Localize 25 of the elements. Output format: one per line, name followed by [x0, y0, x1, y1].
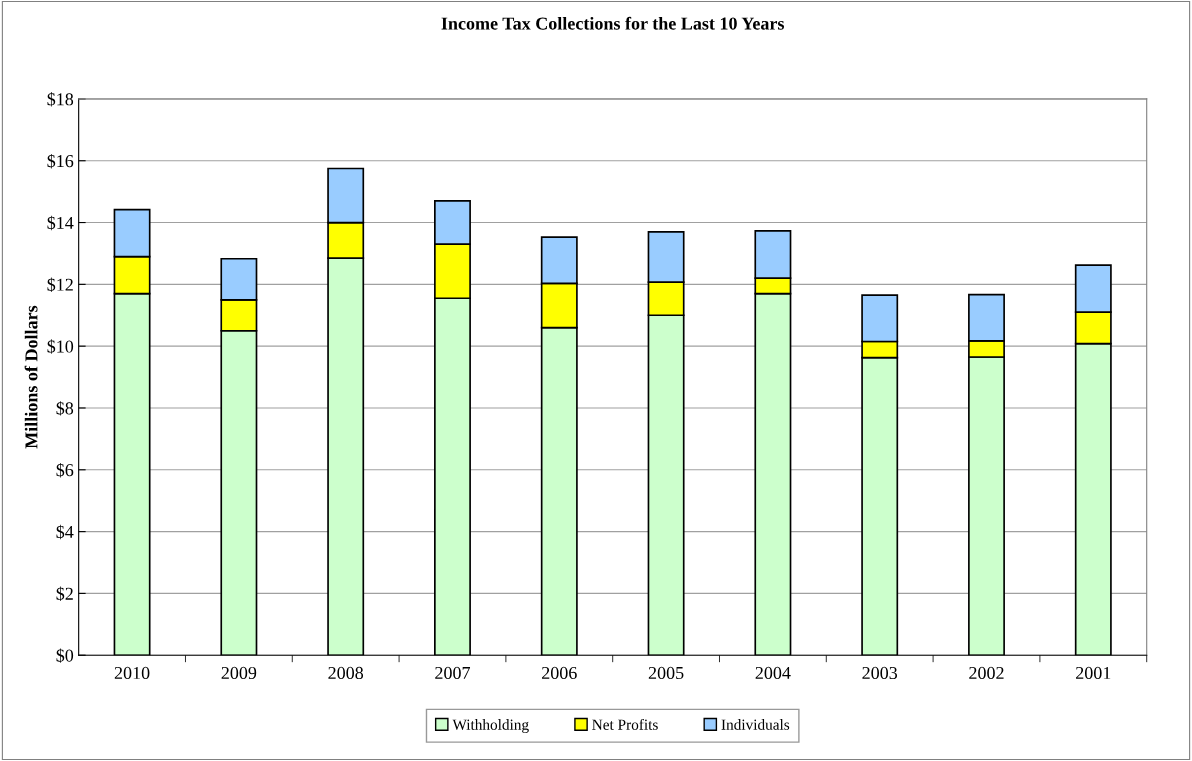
x-tick-label: 2002: [969, 666, 1004, 680]
x-tick-label: 2006: [542, 666, 577, 680]
x-tick-label: 2001: [1076, 666, 1111, 680]
y-tick-label: $0: [56, 648, 74, 663]
y-tick-label: $6: [56, 462, 74, 478]
y-tick-label: $12: [47, 277, 73, 292]
x-tick-label: 2003: [862, 666, 898, 680]
x-tick-label: 2007: [435, 666, 471, 680]
y-tick-label: $8: [56, 401, 74, 416]
y-tick-label: $2: [56, 586, 73, 602]
x-tick-label: 2010: [114, 666, 150, 680]
y-tick-label: $16: [47, 153, 74, 169]
y-tick-label: $14: [47, 215, 74, 231]
legend-label: Individuals: [721, 719, 790, 730]
x-tick-label: 2004: [755, 666, 791, 680]
x-tick-label: 2008: [328, 666, 364, 680]
x-tick-label: 2005: [648, 666, 684, 680]
legend-label: Withholding: [452, 719, 529, 733]
chart-title: Income Tax Collections for the Last 10 Years: [441, 16, 785, 30]
y-tick-label: $10: [47, 339, 74, 354]
y-tick-label: $18: [47, 92, 74, 107]
y-tick-label: $4: [56, 524, 74, 540]
legend-label: Net Profits: [592, 718, 658, 730]
x-tick-label: 2009: [221, 666, 257, 680]
y-axis-title: Millions of Dollars: [24, 305, 38, 449]
